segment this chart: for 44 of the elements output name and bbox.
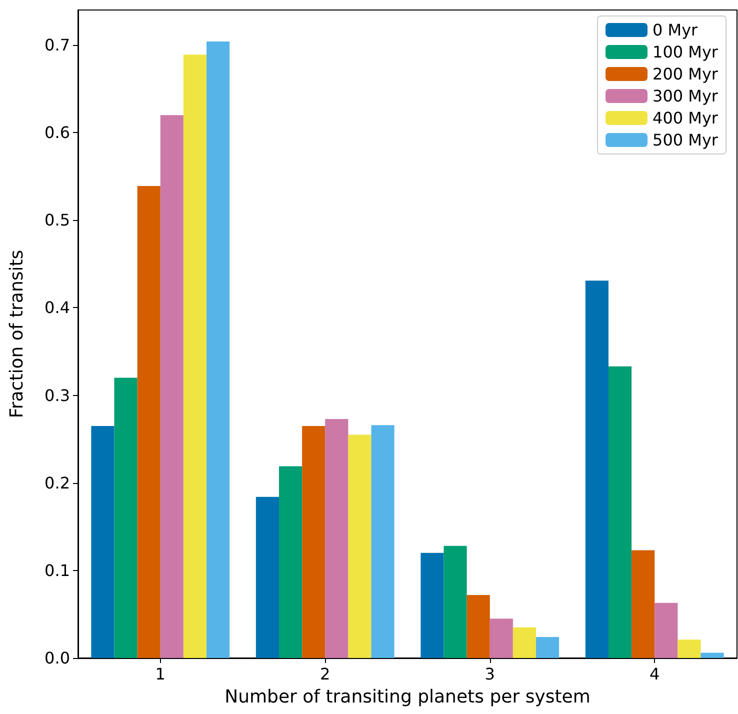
bar bbox=[278, 466, 302, 658]
x-tick-label: 2 bbox=[320, 664, 330, 684]
bar bbox=[256, 496, 279, 658]
y-axis-title: Fraction of transits bbox=[6, 250, 28, 418]
bar bbox=[700, 652, 724, 658]
legend-label: 300 Myr bbox=[652, 86, 718, 106]
x-tick-label: 1 bbox=[155, 664, 166, 684]
bar bbox=[466, 594, 490, 658]
bar bbox=[206, 42, 230, 658]
bar bbox=[325, 418, 348, 658]
bar bbox=[371, 425, 394, 658]
y-tick-label: 0.0 bbox=[44, 648, 70, 668]
bar bbox=[302, 426, 326, 658]
bar bbox=[632, 550, 655, 658]
y-tick-label: 0.4 bbox=[44, 298, 70, 318]
bar bbox=[608, 366, 632, 658]
bar bbox=[585, 280, 608, 658]
bar bbox=[536, 636, 560, 658]
bar bbox=[183, 54, 207, 658]
bar bbox=[490, 618, 513, 658]
y-tick-label: 0.3 bbox=[44, 386, 70, 405]
legend-label: 100 Myr bbox=[652, 42, 718, 62]
bar bbox=[678, 640, 701, 658]
y-tick-label: 0.5 bbox=[44, 210, 70, 230]
legend-label: 400 Myr bbox=[652, 108, 718, 128]
bar bbox=[114, 378, 138, 658]
bar bbox=[160, 115, 184, 658]
x-axis-title: Number of transiting planets per system bbox=[224, 686, 590, 708]
y-tick-label: 0.7 bbox=[44, 36, 70, 55]
y-tick-label: 0.2 bbox=[44, 473, 70, 492]
legend-label: 200 Myr bbox=[652, 64, 718, 84]
y-tick-label: 0.1 bbox=[44, 560, 70, 580]
legend-label: 0 Myr bbox=[652, 20, 698, 40]
x-tick-label: 3 bbox=[484, 664, 495, 684]
legend-label: 500 Myr bbox=[652, 130, 718, 150]
bar bbox=[91, 426, 114, 658]
bar bbox=[420, 552, 444, 658]
bar bbox=[137, 186, 160, 658]
x-tick-label: 4 bbox=[650, 664, 660, 684]
y-tick-label: 0.6 bbox=[44, 123, 70, 142]
bar bbox=[512, 627, 536, 658]
bar bbox=[444, 546, 467, 658]
bar bbox=[654, 602, 678, 658]
bar bbox=[348, 434, 372, 658]
